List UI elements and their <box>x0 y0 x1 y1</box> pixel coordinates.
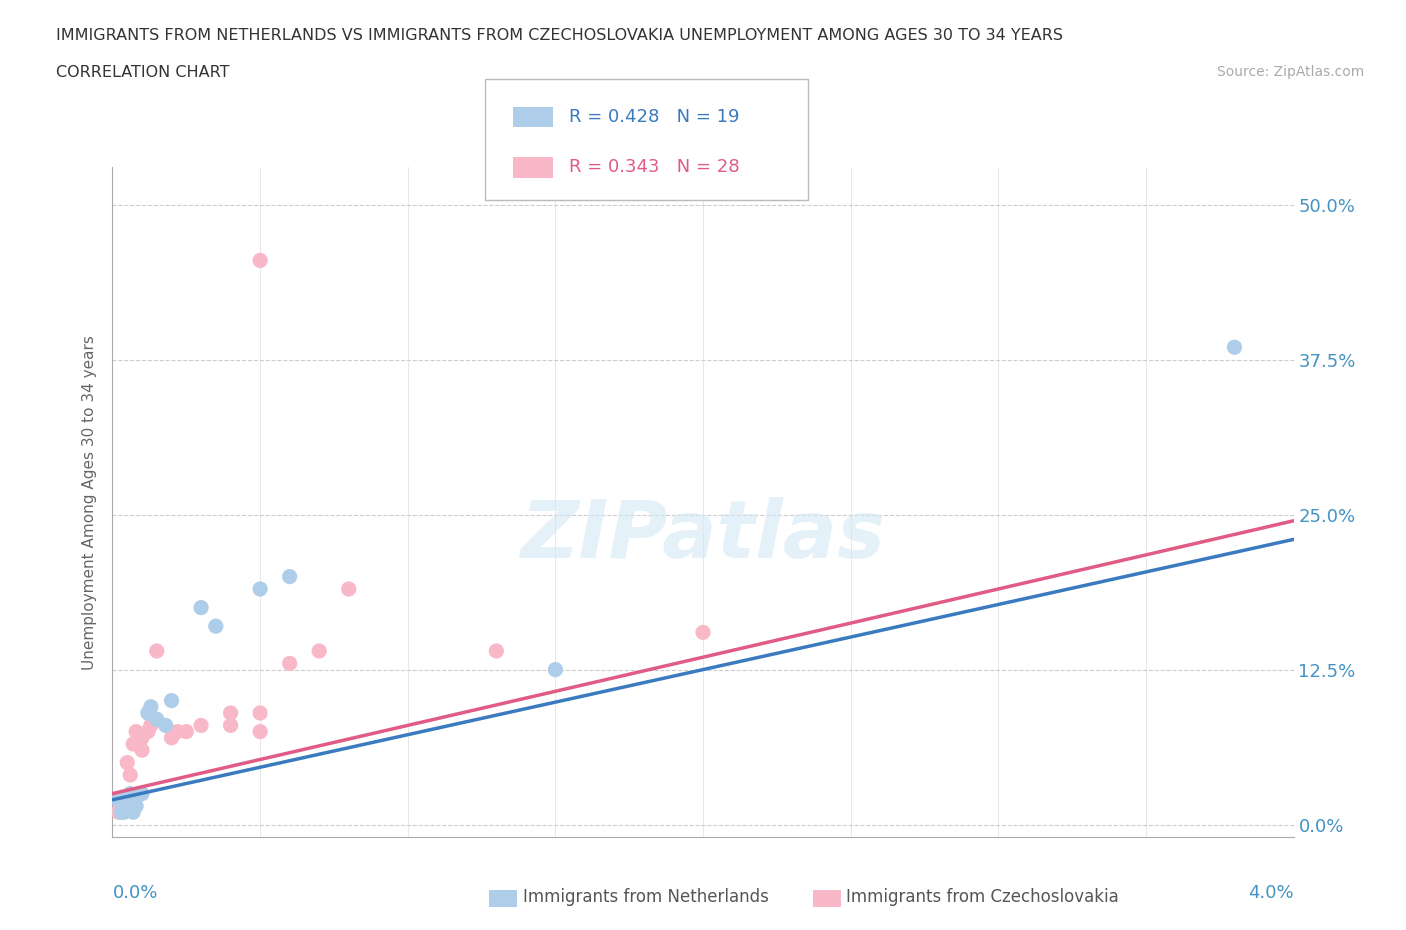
Point <box>120 786 142 801</box>
Text: Immigrants from Netherlands: Immigrants from Netherlands <box>523 888 769 907</box>
Text: Source: ZipAtlas.com: Source: ZipAtlas.com <box>1216 65 1364 79</box>
Point <box>160 730 183 745</box>
Point <box>337 581 360 596</box>
Point <box>122 737 145 751</box>
Point <box>136 706 159 721</box>
Point <box>107 804 129 819</box>
Point <box>112 804 135 819</box>
Point <box>308 644 330 658</box>
Point <box>205 618 228 633</box>
Text: CORRELATION CHART: CORRELATION CHART <box>56 65 229 80</box>
Point <box>249 253 271 268</box>
Point <box>166 724 188 739</box>
Point <box>125 737 148 751</box>
Point <box>219 706 242 721</box>
Text: 0.0%: 0.0% <box>112 884 157 902</box>
Point <box>110 799 132 814</box>
Text: IMMIGRANTS FROM NETHERLANDS VS IMMIGRANTS FROM CZECHOSLOVAKIA UNEMPLOYMENT AMONG: IMMIGRANTS FROM NETHERLANDS VS IMMIGRANT… <box>56 28 1063 43</box>
Point <box>139 699 162 714</box>
Point <box>110 804 132 819</box>
Text: ZIPatlas: ZIPatlas <box>520 497 886 575</box>
Text: 4.0%: 4.0% <box>1249 884 1294 902</box>
Point <box>146 711 169 726</box>
Point <box>131 730 153 745</box>
Point <box>249 706 271 721</box>
Point <box>190 718 212 733</box>
Point <box>131 743 153 758</box>
Point <box>146 644 169 658</box>
Point <box>120 767 142 782</box>
Point <box>125 799 148 814</box>
Point <box>485 644 508 658</box>
Point <box>219 718 242 733</box>
Point <box>117 792 138 807</box>
Point <box>136 724 159 739</box>
Point <box>249 581 271 596</box>
Point <box>122 804 145 819</box>
Point <box>160 693 183 708</box>
Point <box>139 718 162 733</box>
Point <box>544 662 567 677</box>
Text: R = 0.428   N = 19: R = 0.428 N = 19 <box>569 108 740 126</box>
Point <box>174 724 197 739</box>
Point <box>190 600 212 615</box>
Point <box>117 792 138 807</box>
Point <box>131 786 153 801</box>
Text: R = 0.343   N = 28: R = 0.343 N = 28 <box>569 158 740 177</box>
Point <box>278 656 301 671</box>
Point <box>155 718 177 733</box>
Text: Immigrants from Czechoslovakia: Immigrants from Czechoslovakia <box>846 888 1119 907</box>
Y-axis label: Unemployment Among Ages 30 to 34 years: Unemployment Among Ages 30 to 34 years <box>82 335 97 670</box>
Point <box>117 755 138 770</box>
Point <box>278 569 301 584</box>
Point <box>125 724 148 739</box>
Point <box>692 625 714 640</box>
Point <box>112 792 135 807</box>
Point <box>249 724 271 739</box>
Point <box>1223 339 1246 354</box>
Point <box>107 792 129 807</box>
